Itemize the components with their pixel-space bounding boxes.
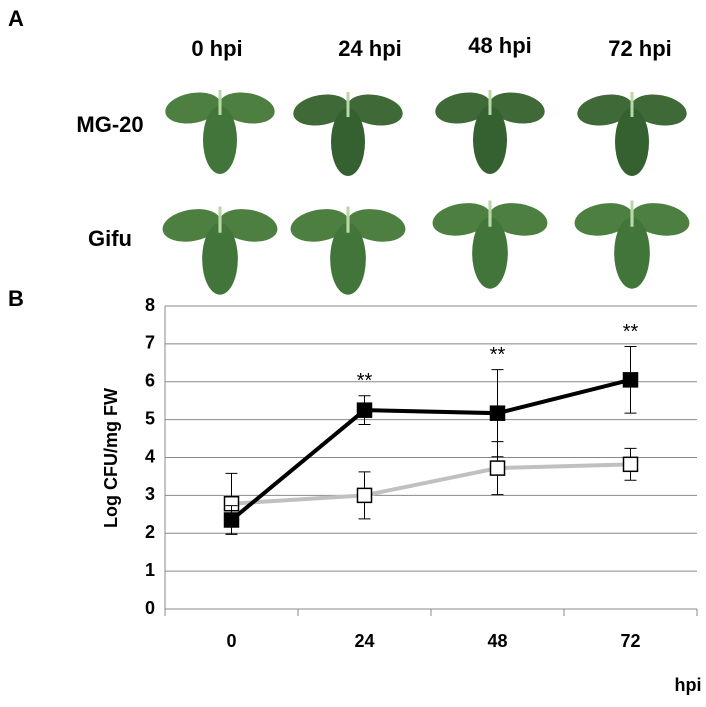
leaflet	[489, 203, 548, 236]
leaflet	[162, 209, 221, 242]
annotation: **	[490, 344, 506, 366]
leaflet	[473, 106, 507, 174]
leaflet	[293, 94, 349, 126]
marker	[356, 402, 373, 418]
leaflet	[203, 106, 237, 174]
column-label: 0 hpi	[191, 36, 242, 61]
marker	[223, 512, 240, 528]
leaf-photo	[165, 90, 275, 174]
column-label: 24 hpi	[338, 36, 402, 61]
x-tick-label: 0	[226, 631, 236, 651]
marker	[356, 487, 373, 504]
y-tick-label: 7	[145, 333, 155, 353]
leaf-photo	[574, 200, 690, 289]
y-tick-label: 2	[145, 522, 155, 542]
leaflet	[165, 92, 221, 124]
leaflet	[577, 94, 633, 126]
y-tick-label: 4	[145, 446, 155, 466]
x-tick-label: 72	[620, 631, 640, 651]
leaflet	[615, 108, 649, 176]
y-tick-label: 3	[145, 484, 155, 504]
marker	[489, 405, 506, 421]
row-label: Gifu	[88, 226, 132, 251]
leaf-photo	[162, 206, 278, 295]
leaflet	[432, 203, 491, 236]
series-line	[231, 462, 631, 506]
leaflet	[347, 209, 406, 242]
marker	[622, 372, 639, 388]
x-axis-label: hpi	[675, 675, 702, 695]
series-line	[230, 377, 631, 522]
x-tick-label: 48	[487, 631, 507, 651]
leaflet	[219, 209, 278, 242]
panel-label: B	[8, 286, 24, 311]
leaf-photo	[293, 92, 403, 176]
leaflet	[574, 203, 633, 236]
leaflet	[435, 92, 491, 124]
leaf-photo	[432, 200, 548, 289]
y-tick-label: 0	[145, 598, 155, 618]
column-label: 48 hpi	[468, 33, 532, 58]
leaflet	[331, 108, 365, 176]
leaf-photo	[290, 206, 406, 295]
panel-label: A	[8, 6, 24, 31]
column-label: 72 hpi	[608, 36, 672, 61]
x-tick-label: 24	[354, 631, 374, 651]
leaflet	[614, 217, 650, 289]
annotation: **	[623, 321, 639, 343]
y-tick-label: 6	[145, 371, 155, 391]
annotation: **	[357, 370, 373, 392]
leaflet	[330, 223, 366, 295]
y-tick-label: 5	[145, 408, 155, 428]
leaflet	[202, 223, 238, 295]
leaflet	[347, 94, 403, 126]
leaflet	[631, 94, 687, 126]
leaflet	[472, 217, 508, 289]
row-label: MG-20	[76, 112, 143, 137]
marker	[622, 456, 639, 473]
leaflet	[219, 92, 275, 124]
y-tick-label: 8	[145, 295, 155, 315]
leaflet	[290, 209, 349, 242]
y-tick-label: 1	[145, 560, 155, 580]
leaflet	[631, 203, 690, 236]
leaf-photo	[577, 92, 687, 176]
marker	[489, 460, 506, 476]
leaf-photo	[435, 90, 545, 174]
y-axis-label: Log CFU/mg FW	[101, 388, 121, 528]
leaflet	[489, 92, 545, 124]
